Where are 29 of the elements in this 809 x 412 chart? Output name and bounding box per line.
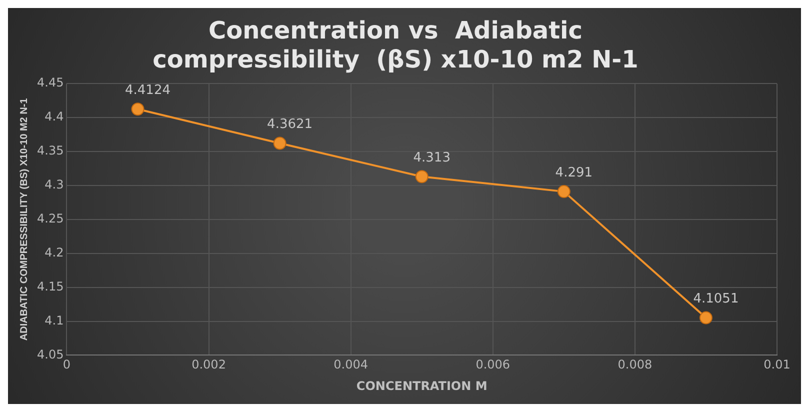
x-tick-label: 0.01 <box>764 358 790 372</box>
point <box>273 136 286 150</box>
text: compressibility (βS) x10-10 m2 N-1 <box>152 45 638 74</box>
x-tick-label: 0.002 <box>192 358 226 372</box>
x-tick-label: 0.006 <box>476 358 510 372</box>
text: Concentration vs Adiabatic <box>208 16 583 45</box>
x-tick-label: 0.004 <box>334 358 368 372</box>
y-tick-label: 4.1 <box>44 313 64 328</box>
data-label: 4.313 <box>413 150 450 166</box>
point <box>557 185 570 198</box>
point <box>699 311 712 324</box>
data-label: 4.1051 <box>693 292 739 307</box>
x-axis-title: CONCENTRATION M <box>356 378 488 393</box>
x-tick-label: 0.008 <box>618 358 652 372</box>
y-tick-label: 4.45 <box>37 76 64 90</box>
y-tick-label: 4.15 <box>37 279 64 294</box>
point <box>415 170 428 184</box>
point <box>131 102 144 116</box>
y-tick-label: 4.25 <box>37 212 64 226</box>
y-axis-title: ADIABATIC COMPRESSIBILITY (BS) X10-10 M2 N-1 <box>18 98 30 341</box>
y-tick-label: 4.2 <box>44 245 64 260</box>
data-label: 4.4124 <box>124 83 170 98</box>
data-label: 4.3621 <box>267 117 313 132</box>
y-tick-label: 4.35 <box>37 144 64 158</box>
data-label: 4.291 <box>555 165 593 180</box>
y-tick-label: 4.3 <box>44 178 64 192</box>
y-tick-label: 4.05 <box>37 347 64 362</box>
x-tick-label: 0 <box>62 358 71 372</box>
y-tick-label: 4.4 <box>44 110 64 124</box>
